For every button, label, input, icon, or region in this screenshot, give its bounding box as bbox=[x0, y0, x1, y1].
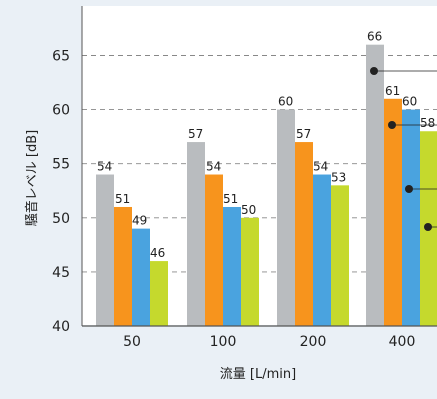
bar-50-3 bbox=[132, 228, 150, 326]
bar-100-3 bbox=[223, 206, 241, 326]
data-label-100-2: 54 bbox=[206, 160, 221, 174]
bar-200-1 bbox=[277, 109, 295, 326]
bar-100-4 bbox=[241, 217, 259, 326]
y-tick-label-55: 55 bbox=[52, 157, 70, 173]
data-label-400-3: 60 bbox=[402, 95, 417, 109]
callout-marker-2 bbox=[388, 121, 437, 129]
bar-400-1 bbox=[366, 44, 384, 327]
data-label-50-2: 51 bbox=[115, 192, 130, 206]
data-label-200-4: 53 bbox=[331, 170, 346, 184]
x-tick-labels: 50 100 200 400 bbox=[123, 334, 415, 350]
y-tick-label-50: 50 bbox=[52, 211, 70, 227]
bars bbox=[96, 44, 437, 327]
y-axis-label: 騒音レベル [dB] bbox=[24, 130, 40, 226]
x-tick-label-200: 200 bbox=[300, 334, 327, 350]
y-tick-label-45: 45 bbox=[52, 265, 70, 281]
data-label-400-4: 58 bbox=[420, 116, 435, 130]
callout-markers bbox=[370, 67, 437, 231]
x-tick-label-400: 400 bbox=[389, 334, 416, 350]
data-label-100-3: 51 bbox=[223, 192, 238, 206]
x-tick-label-100: 100 bbox=[210, 334, 237, 350]
y-tick-labels: 40 45 50 55 60 65 bbox=[52, 49, 70, 336]
x-axis-label: 流量 [L/min] bbox=[220, 367, 296, 382]
data-label-50-1: 54 bbox=[97, 160, 112, 174]
bar-50-2 bbox=[114, 206, 132, 326]
bar-400-3 bbox=[402, 109, 420, 326]
bar-100-1 bbox=[187, 142, 205, 326]
data-label-200-1: 60 bbox=[278, 95, 293, 109]
y-tick-label-40: 40 bbox=[52, 319, 70, 335]
y-tick-label-60: 60 bbox=[52, 103, 70, 119]
bar-100-2 bbox=[205, 174, 223, 326]
x-tick-label-50: 50 bbox=[123, 334, 141, 350]
data-label-50-4: 46 bbox=[150, 246, 165, 260]
data-label-100-4: 50 bbox=[241, 203, 256, 217]
data-label-100-1: 57 bbox=[188, 127, 203, 141]
data-label-200-3: 54 bbox=[313, 160, 328, 174]
bar-50-4 bbox=[150, 261, 168, 326]
callout-marker-4 bbox=[424, 223, 437, 231]
callout-marker-3 bbox=[405, 185, 437, 193]
data-label-200-2: 57 bbox=[296, 127, 311, 141]
bar-200-2 bbox=[295, 142, 313, 326]
data-label-400-2: 61 bbox=[385, 84, 400, 98]
bar-400-2 bbox=[384, 98, 402, 326]
callout-marker-1 bbox=[370, 67, 437, 75]
bar-50-1 bbox=[96, 174, 114, 326]
bar-200-3 bbox=[313, 174, 331, 326]
data-label-50-3: 49 bbox=[132, 214, 147, 228]
data-label-400-1: 66 bbox=[367, 30, 382, 44]
bar-200-4 bbox=[331, 185, 349, 326]
y-tick-label-65: 65 bbox=[52, 49, 70, 65]
